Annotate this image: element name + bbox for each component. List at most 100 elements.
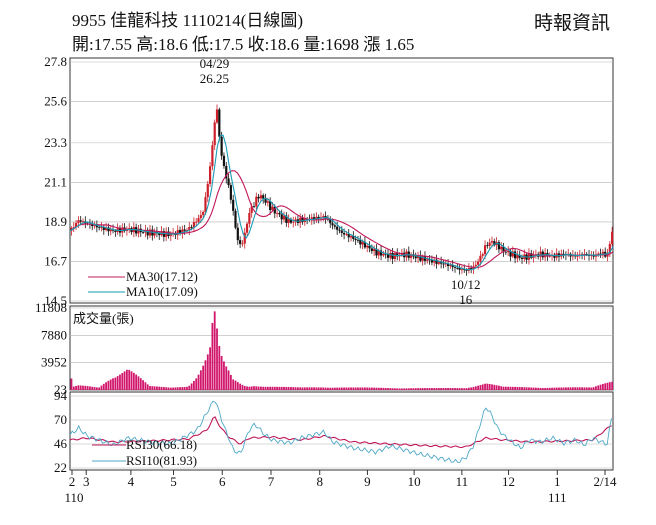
candle-body <box>509 250 512 257</box>
volume-bar <box>472 386 475 390</box>
candle-body <box>576 255 579 257</box>
volume-bar <box>528 387 530 390</box>
candle-body <box>599 253 602 255</box>
candle-body <box>421 256 424 261</box>
price-frame <box>69 57 614 304</box>
volume-bar <box>95 387 98 390</box>
volume-bar <box>361 387 364 390</box>
volume-bar <box>322 387 325 390</box>
candle-body <box>481 254 484 256</box>
candle-body <box>243 232 246 244</box>
x-tick-label: 11 <box>456 474 469 489</box>
volume-bar <box>595 386 597 390</box>
volume-bar <box>107 380 110 390</box>
volume-bar <box>290 387 292 390</box>
volume-bar <box>558 387 560 390</box>
volume-bar <box>211 322 214 390</box>
candle-body <box>195 221 198 223</box>
panel-frames <box>69 57 614 471</box>
volume-bar <box>105 382 108 390</box>
volume-bar <box>160 386 163 390</box>
volume-bar <box>398 388 401 390</box>
candle-body <box>169 234 172 236</box>
volume-bar <box>567 387 570 390</box>
price-tick-label: 25.6 <box>44 94 67 109</box>
volume-bar <box>82 385 84 390</box>
rsi-tick-label: 94 <box>54 388 68 403</box>
candle-body <box>248 213 251 224</box>
volume-bar <box>470 387 473 390</box>
candle-body <box>359 240 362 245</box>
candle-body <box>440 261 443 264</box>
candle-body <box>213 122 216 146</box>
volume-bar <box>324 387 327 390</box>
candle-body <box>227 178 230 186</box>
rsi-tick-label: 22 <box>54 460 67 475</box>
volume-bar <box>380 387 382 390</box>
volume-bar <box>484 383 486 390</box>
candle-body <box>611 231 614 244</box>
candle-body <box>363 241 366 248</box>
candle-body <box>74 222 78 228</box>
volume-bar <box>400 388 403 390</box>
volume-bar <box>431 388 433 390</box>
candle-body <box>301 217 304 222</box>
volume-bar <box>77 385 80 390</box>
volume-bar <box>109 379 112 390</box>
price-legend-label: MA30(17.12) <box>126 269 198 284</box>
candle-body <box>410 254 413 258</box>
x-tick-label: 10 <box>408 474 421 489</box>
volume-bar <box>495 385 498 390</box>
volume-bar <box>502 386 505 390</box>
candle-body <box>275 212 279 214</box>
volume-bar <box>144 382 147 390</box>
candle-body <box>465 270 468 271</box>
rsi-legend-label: RSI10(81.93) <box>126 453 197 468</box>
candle-body <box>444 263 447 265</box>
volume-bar <box>493 384 496 390</box>
volume-bar <box>377 387 380 390</box>
chart-title: 9955 佳龍科技 1110214(日線圖) <box>72 11 304 30</box>
volume-bar <box>79 385 82 390</box>
volume-bar <box>149 386 151 390</box>
volume-bar <box>169 387 172 390</box>
candle-body <box>148 229 152 236</box>
price-tick-label: 16.7 <box>44 253 67 268</box>
volume-bar <box>114 377 117 390</box>
candle-body <box>361 241 364 245</box>
volume-label: 成交量(張) <box>73 311 134 326</box>
volume-bar <box>451 388 454 390</box>
candle-body <box>530 253 533 258</box>
volume-bar <box>373 387 376 390</box>
volume-bar <box>119 374 121 390</box>
volume-bar <box>98 387 101 390</box>
volume-bar <box>206 354 209 390</box>
volume-bar <box>310 387 313 390</box>
candle-body <box>252 206 256 208</box>
candle-body <box>488 242 491 246</box>
low-value-label: 16 <box>459 292 473 307</box>
volume-bar <box>234 380 237 390</box>
volume-bar <box>433 388 436 390</box>
volume-bar <box>449 388 452 390</box>
candle-body <box>218 109 221 137</box>
ohlc-summary: 開:17.55 高:18.6 低:17.5 收:18.6 量:1698 漲 1.… <box>72 35 415 54</box>
candle-body <box>211 145 214 167</box>
candle-body <box>483 245 487 255</box>
candle-body <box>370 248 373 252</box>
volume-bar <box>405 388 408 390</box>
volume-tick-label: 11808 <box>35 300 67 315</box>
volume-bar <box>581 387 583 390</box>
volume-bar <box>569 387 572 390</box>
volume-bar <box>285 386 288 390</box>
volume-bar <box>202 365 205 390</box>
candle-body <box>225 165 228 179</box>
candle-body <box>98 227 101 229</box>
volume-bar <box>303 387 306 390</box>
candle-body <box>109 229 112 232</box>
volume-bar <box>75 385 77 390</box>
candle-body <box>292 221 295 223</box>
x-tick-label: 4 <box>128 474 135 489</box>
volume-bar <box>604 383 607 390</box>
volume-bar <box>248 386 251 390</box>
